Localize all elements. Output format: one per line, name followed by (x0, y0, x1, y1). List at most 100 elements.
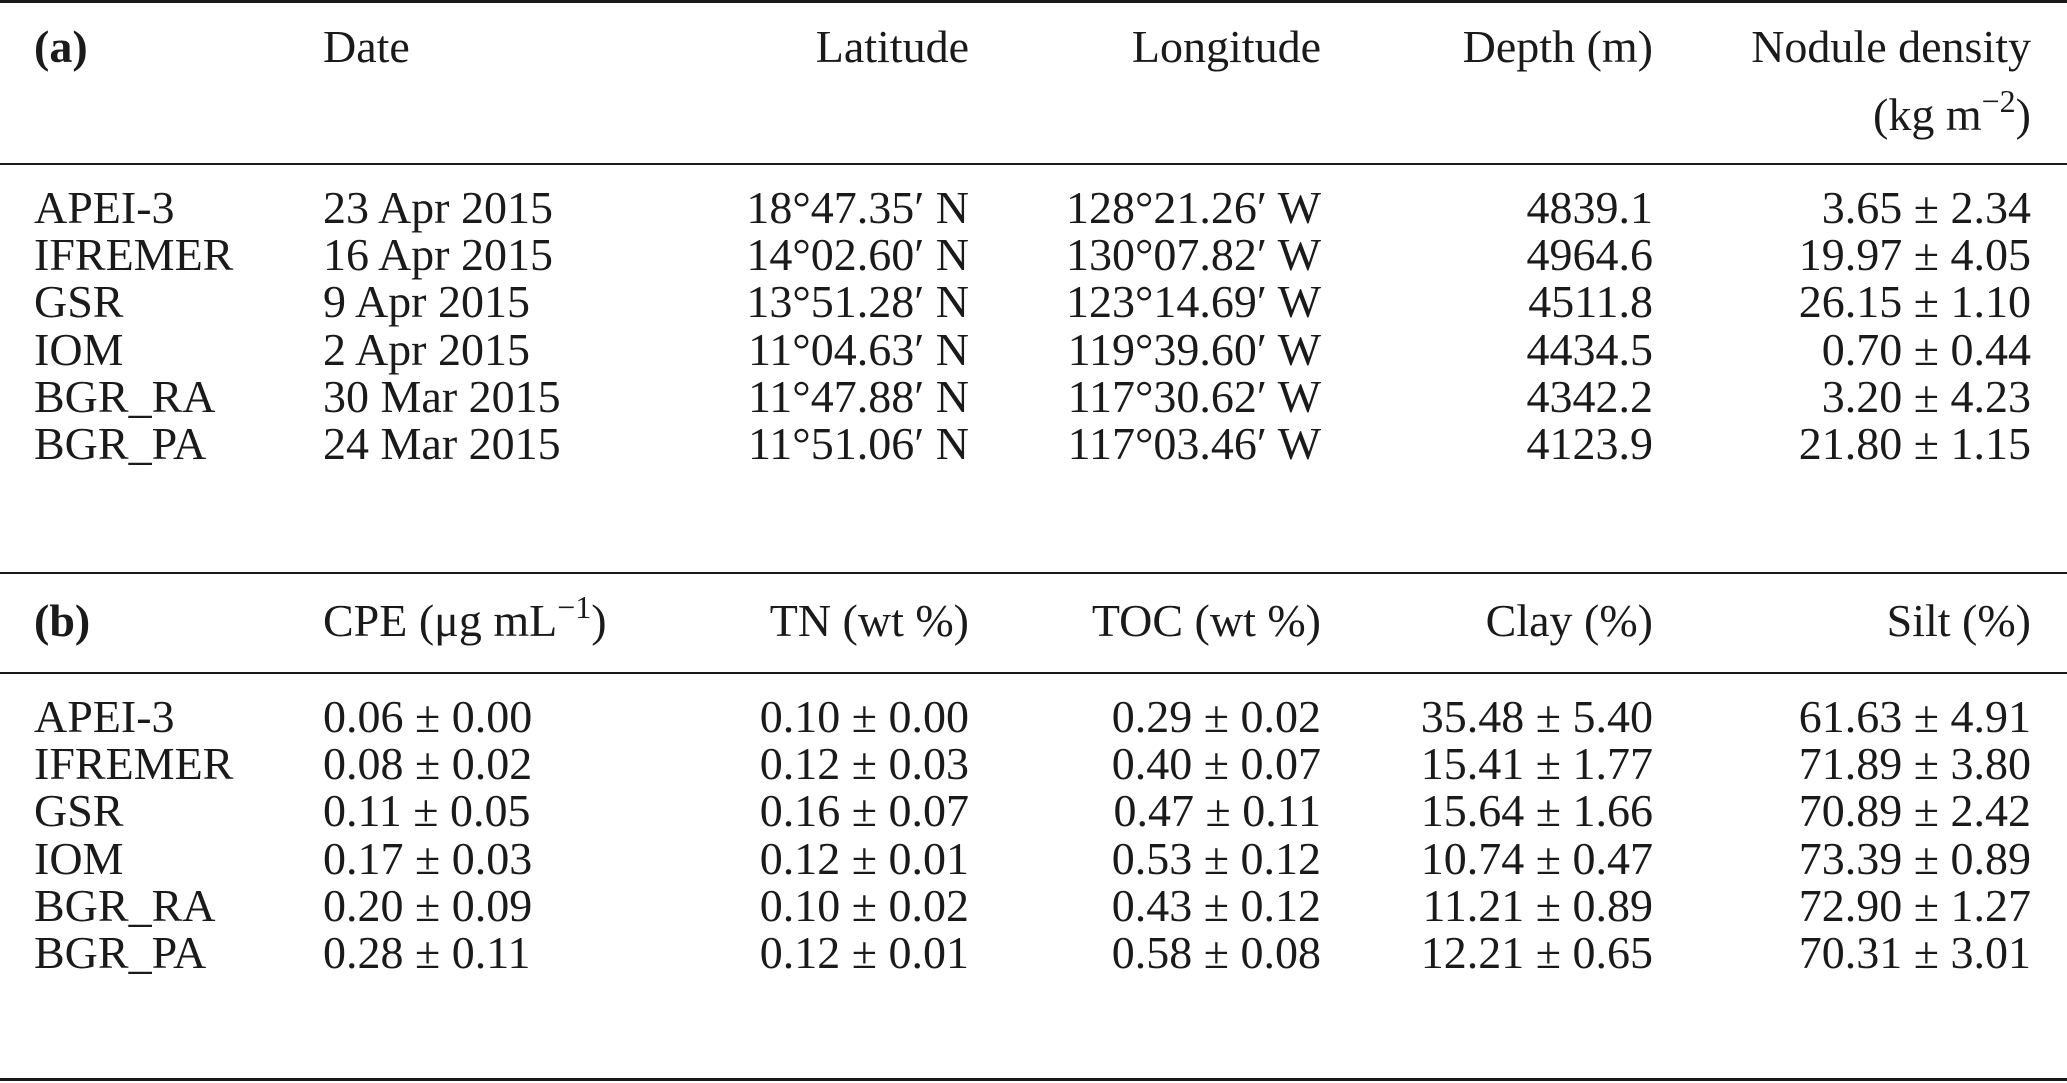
header-toc: TOC (wt %) (1091, 595, 1321, 646)
cell-lat: 11°47.88′ N (748, 370, 969, 422)
cell-silt: 70.89 ± 2.42 (1798, 785, 2031, 837)
cell-silt: 72.90 ± 1.27 (1798, 879, 2031, 931)
cell-toc: 0.53 ± 0.12 (1111, 832, 1321, 884)
cell-cpe: 0.11 ± 0.05 (323, 785, 531, 837)
cell-site: BGR_PA (34, 418, 207, 469)
part-b-header-row: (b) CPE (μg mL−1) TN (wt %) TOC (wt %) C… (0, 589, 2067, 651)
cell-date: 24 Mar 2015 (323, 418, 561, 469)
header-nodule-density-unit: (kg m−2) (1873, 83, 2031, 140)
cell-nodule: 21.80 ± 1.15 (1798, 418, 2031, 469)
cell-tn: 0.12 ± 0.01 (759, 927, 969, 978)
cell-date: 30 Mar 2015 (323, 370, 561, 422)
header-date: Date (323, 21, 410, 72)
header-longitude: Longitude (1131, 21, 1321, 72)
cell-silt: 61.63 ± 4.91 (1798, 691, 2031, 742)
cell-site: BGR_PA (34, 927, 207, 978)
cell-nodule: 0.70 ± 0.44 (1821, 323, 2031, 375)
cell-tn: 0.16 ± 0.07 (759, 785, 969, 837)
table-row: IFREMER 16 Apr 2015 14°02.60′ N 130°07.82′ … (0, 225, 2067, 285)
cell-silt: 71.89 ± 3.80 (1798, 738, 2031, 790)
table-row: BGR_PA 0.28 ± 0.11 0.12 ± 0.01 0.58 ± 0.08 1… (0, 923, 2067, 983)
header-nodule-density-line1: Nodule density (1751, 21, 2031, 72)
table-row: BGR_RA 0.20 ± 0.09 0.10 ± 0.02 0.43 ± 0.12 1… (0, 876, 2067, 936)
cell-clay: 10.74 ± 0.47 (1420, 832, 1653, 884)
header-cpe: CPE (μg mL−1) (323, 589, 607, 646)
header-clay: Clay (%) (1485, 595, 1653, 646)
cell-lon: 128°21.26′ W (1065, 182, 1321, 233)
header-silt: Silt (%) (1886, 595, 2031, 646)
table-row: GSR 9 Apr 2015 13°51.28′ N 123°14.69′ W 4511… (0, 272, 2067, 332)
cell-tn: 0.12 ± 0.03 (759, 738, 969, 790)
table-row: APEI-3 0.06 ± 0.00 0.10 ± 0.00 0.29 ± 0.02 3… (0, 687, 2067, 747)
cell-site: BGR_RA (34, 879, 216, 931)
cell-cpe: 0.20 ± 0.09 (323, 879, 533, 931)
part-a-header-rule (0, 163, 2067, 165)
cell-toc: 0.43 ± 0.12 (1111, 879, 1321, 931)
cell-lat: 13°51.28′ N (746, 276, 969, 328)
part-b-header-rule (0, 672, 2067, 674)
part-a-header-row-2: (kg m−2) (0, 83, 2067, 145)
cell-toc: 0.40 ± 0.07 (1111, 738, 1321, 790)
cell-lon: 117°30.62′ W (1067, 370, 1321, 422)
cell-clay: 35.48 ± 5.40 (1420, 691, 1653, 742)
cell-site: GSR (34, 785, 124, 837)
cell-depth: 4123.9 (1526, 418, 1654, 469)
cell-cpe: 0.28 ± 0.11 (323, 927, 531, 978)
header-depth: Depth (m) (1462, 21, 1653, 72)
mid-rule (0, 572, 2067, 574)
cell-date: 16 Apr 2015 (323, 229, 553, 281)
cell-site: APEI-3 (34, 182, 175, 233)
cell-depth: 4839.1 (1526, 182, 1654, 233)
cell-site: IOM (34, 832, 124, 884)
cell-lat: 18°47.35′ N (746, 182, 969, 233)
cell-clay: 15.41 ± 1.77 (1420, 738, 1653, 790)
cell-cpe: 0.06 ± 0.00 (323, 691, 533, 742)
cell-cpe: 0.17 ± 0.03 (323, 832, 533, 884)
cell-lat: 14°02.60′ N (746, 229, 969, 281)
cell-silt: 73.39 ± 0.89 (1798, 832, 2031, 884)
cell-site: GSR (34, 276, 124, 328)
cell-date: 9 Apr 2015 (323, 276, 530, 328)
cell-lon: 117°03.46′ W (1067, 418, 1321, 469)
cell-depth: 4964.6 (1526, 229, 1654, 281)
table-row: GSR 0.11 ± 0.05 0.16 ± 0.07 0.47 ± 0.11 15.6… (0, 781, 2067, 841)
cell-toc: 0.29 ± 0.02 (1111, 691, 1321, 742)
cell-nodule: 3.20 ± 4.23 (1821, 370, 2031, 422)
header-tn: TN (wt %) (769, 595, 969, 646)
cell-date: 2 Apr 2015 (323, 323, 530, 375)
top-rule (0, 0, 2067, 3)
part-a-label: (a) (34, 21, 88, 72)
cell-cpe: 0.08 ± 0.02 (323, 738, 533, 790)
cell-site: IFREMER (34, 229, 234, 281)
cell-clay: 11.21 ± 0.89 (1422, 879, 1653, 931)
cell-site: BGR_RA (34, 370, 216, 422)
table-row: BGR_RA 30 Mar 2015 11°47.88′ N 117°30.62′ W… (0, 367, 2067, 427)
cell-site: IFREMER (34, 738, 234, 790)
header-latitude: Latitude (815, 21, 969, 72)
cell-nodule: 26.15 ± 1.10 (1798, 276, 2031, 328)
cell-date: 23 Apr 2015 (323, 182, 553, 233)
table-row: APEI-3 23 Apr 2015 18°47.35′ N 128°21.26′ W… (0, 178, 2067, 238)
cell-site: APEI-3 (34, 691, 175, 742)
cell-tn: 0.10 ± 0.02 (759, 879, 969, 931)
cell-lat: 11°51.06′ N (748, 418, 969, 469)
cell-nodule: 3.65 ± 2.34 (1821, 182, 2031, 233)
bottom-rule (0, 1078, 2067, 1081)
cell-lon: 119°39.60′ W (1067, 323, 1321, 375)
cell-lon: 123°14.69′ W (1065, 276, 1321, 328)
table-row: IFREMER 0.08 ± 0.02 0.12 ± 0.03 0.40 ± 0.07… (0, 734, 2067, 794)
cell-silt: 70.31 ± 3.01 (1798, 927, 2031, 978)
part-a-header-row: (a) Date Latitude Longitude Depth (m) No… (0, 17, 2067, 77)
part-b-label: (b) (34, 595, 91, 646)
cell-clay: 12.21 ± 0.65 (1420, 927, 1653, 978)
cell-toc: 0.58 ± 0.08 (1111, 927, 1321, 978)
cell-nodule: 19.97 ± 4.05 (1798, 229, 2031, 281)
cell-toc: 0.47 ± 0.11 (1113, 785, 1321, 837)
table-row: IOM 2 Apr 2015 11°04.63′ N 119°39.60′ W 4434… (0, 320, 2067, 380)
cell-lat: 11°04.63′ N (748, 323, 969, 375)
table-row: BGR_PA 24 Mar 2015 11°51.06′ N 117°03.46′ W… (0, 414, 2067, 474)
cell-lon: 130°07.82′ W (1065, 229, 1321, 281)
table-row: IOM 0.17 ± 0.03 0.12 ± 0.01 0.53 ± 0.12 10.7… (0, 829, 2067, 889)
cell-depth: 4511.8 (1528, 276, 1653, 328)
